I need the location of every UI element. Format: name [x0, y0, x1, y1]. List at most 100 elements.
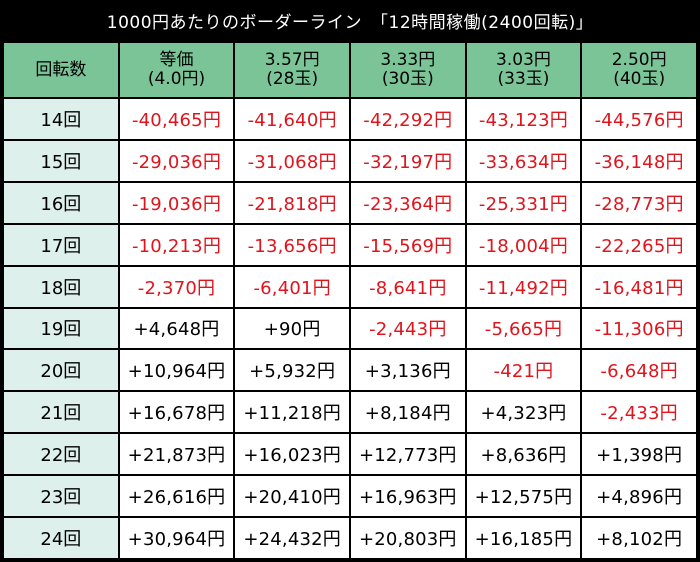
- row-spin-count-label: 20回: [2, 350, 120, 393]
- loss-value-cell: -10,213円: [119, 224, 236, 267]
- row-spin-count-label: 21回: [2, 392, 120, 435]
- header-rate-col-2-line2: (28玉): [266, 69, 319, 89]
- row-spin-count-label: 15回: [2, 140, 120, 183]
- header-rate-col-3-line1: 3.33円: [380, 50, 436, 70]
- header-rate-col-4: 3.03円 (33玉): [466, 41, 583, 99]
- loss-value-cell: -2,443円: [350, 308, 467, 351]
- loss-value-cell: -40,465円: [119, 99, 236, 141]
- loss-value-cell: -25,331円: [466, 182, 583, 225]
- table-row: 21回 +16,678円 +11,218円 +8,184円 +4,323円 -2,433円: [2, 392, 698, 435]
- profit-value-cell: +21,873円: [119, 434, 236, 477]
- loss-value-cell: -42,292円: [350, 99, 467, 141]
- profit-value-cell: +4,323円: [466, 392, 583, 435]
- border-line-table: 回転数 等価 (4.0円) 3.57円 (28玉) 3.33円 (30玉) 3.…: [2, 41, 698, 560]
- header-spin-count-label: 回転数: [35, 59, 87, 80]
- loss-value-cell: -13,656円: [235, 224, 351, 267]
- profit-value-cell: +16,185円: [466, 518, 583, 560]
- table-body: 14回 -40,465円 -41,640円 -42,292円 -43,123円 -44,5…: [2, 99, 698, 560]
- row-spin-count-label: 23回: [2, 476, 120, 519]
- loss-value-cell: -19,036円: [119, 182, 236, 225]
- row-spin-count-label: 24回: [2, 518, 120, 560]
- profit-value-cell: +3,136円: [350, 350, 467, 393]
- header-rate-col-5-line2: (40玉): [613, 69, 666, 89]
- table-row: 19回 +4,648円 +90円 -2,443円 -5,665円 -11,306円: [2, 308, 698, 351]
- loss-value-cell: -44,576円: [582, 99, 698, 141]
- loss-value-cell: -21,818円: [235, 182, 351, 225]
- table-row: 23回 +26,616円 +20,410円 +16,963円 +12,575円 +4,89…: [2, 476, 698, 519]
- header-rate-col-1: 等価 (4.0円): [119, 41, 236, 99]
- profit-value-cell: +5,932円: [235, 350, 351, 393]
- table-header: 回転数 等価 (4.0円) 3.57円 (28玉) 3.33円 (30玉) 3.…: [2, 41, 698, 99]
- profit-value-cell: +8,636円: [466, 434, 583, 477]
- loss-value-cell: -421円: [466, 350, 583, 393]
- table-row: 22回 +21,873円 +16,023円 +12,773円 +8,636円 +1,398…: [2, 434, 698, 477]
- loss-value-cell: -33,634円: [466, 140, 583, 183]
- loss-value-cell: -28,773円: [582, 182, 698, 225]
- table-row: 15回 -29,036円 -31,068円 -32,197円 -33,634円 -36,1…: [2, 140, 698, 183]
- profit-value-cell: +4,896円: [582, 476, 698, 519]
- profit-value-cell: +16,023円: [235, 434, 351, 477]
- loss-value-cell: -43,123円: [466, 99, 583, 141]
- table-row: 16回 -19,036円 -21,818円 -23,364円 -25,331円 -28,7…: [2, 182, 698, 225]
- row-spin-count-label: 18回: [2, 266, 120, 309]
- profit-value-cell: +20,410円: [235, 476, 351, 519]
- profit-value-cell: +90円: [235, 308, 351, 351]
- profit-value-cell: +4,648円: [119, 308, 236, 351]
- profit-value-cell: +16,678円: [119, 392, 236, 435]
- table-row: 17回 -10,213円 -13,656円 -15,569円 -18,004円 -22,2…: [2, 224, 698, 267]
- header-rate-col-1-line1: 等価: [159, 50, 194, 70]
- loss-value-cell: -6,648円: [582, 350, 698, 393]
- header-rate-col-5: 2.50円 (40玉): [582, 41, 698, 99]
- loss-value-cell: -15,569円: [350, 224, 467, 267]
- loss-value-cell: -22,265円: [582, 224, 698, 267]
- loss-value-cell: -18,004円: [466, 224, 583, 267]
- header-rate-col-5-line1: 2.50円: [611, 50, 667, 70]
- header-rate-col-2-line1: 3.57円: [264, 50, 320, 70]
- profit-value-cell: +11,218円: [235, 392, 351, 435]
- loss-value-cell: -36,148円: [582, 140, 698, 183]
- loss-value-cell: -2,370円: [119, 266, 236, 309]
- loss-value-cell: -29,036円: [119, 140, 236, 183]
- loss-value-cell: -16,481円: [582, 266, 698, 309]
- table-row: 18回 -2,370円 -6,401円 -8,641円 -11,492円 -16,481円: [2, 266, 698, 309]
- header-spin-count: 回転数: [2, 41, 120, 99]
- profit-value-cell: +10,964円: [119, 350, 236, 393]
- profit-value-cell: +16,963円: [350, 476, 467, 519]
- loss-value-cell: -11,492円: [466, 266, 583, 309]
- row-spin-count-label: 17回: [2, 224, 120, 267]
- table-row: 20回 +10,964円 +5,932円 +3,136円 -421円 -6,648円: [2, 350, 698, 393]
- loss-value-cell: -41,640円: [235, 99, 351, 141]
- profit-value-cell: +8,102円: [582, 518, 698, 560]
- loss-value-cell: -8,641円: [350, 266, 467, 309]
- row-spin-count-label: 22回: [2, 434, 120, 477]
- loss-value-cell: -6,401円: [235, 266, 351, 309]
- row-spin-count-label: 19回: [2, 308, 120, 351]
- profit-value-cell: +26,616円: [119, 476, 236, 519]
- loss-value-cell: -32,197円: [350, 140, 467, 183]
- row-spin-count-label: 14回: [2, 99, 120, 141]
- profit-value-cell: +24,432円: [235, 518, 351, 560]
- loss-value-cell: -31,068円: [235, 140, 351, 183]
- header-rate-col-3-line2: (30玉): [381, 69, 434, 89]
- loss-value-cell: -5,665円: [466, 308, 583, 351]
- loss-value-cell: -23,364円: [350, 182, 467, 225]
- row-spin-count-label: 16回: [2, 182, 120, 225]
- header-rate-col-2: 3.57円 (28玉): [235, 41, 351, 99]
- loss-value-cell: -11,306円: [582, 308, 698, 351]
- profit-value-cell: +8,184円: [350, 392, 467, 435]
- profit-value-cell: +1,398円: [582, 434, 698, 477]
- profit-value-cell: +20,803円: [350, 518, 467, 560]
- profit-value-cell: +12,773円: [350, 434, 467, 477]
- header-rate-col-4-line2: (33玉): [497, 69, 550, 89]
- table-row: 14回 -40,465円 -41,640円 -42,292円 -43,123円 -44,5…: [2, 99, 698, 141]
- header-rate-col-3: 3.33円 (30玉): [350, 41, 467, 99]
- profit-value-cell: +30,964円: [119, 518, 236, 560]
- profit-value-cell: +12,575円: [466, 476, 583, 519]
- table-row: 24回 +30,964円 +24,432円 +20,803円 +16,185円 +8,10…: [2, 518, 698, 560]
- loss-value-cell: -2,433円: [582, 392, 698, 435]
- header-rate-col-1-line2: (4.0円): [147, 69, 206, 89]
- header-rate-col-4-line1: 3.03円: [496, 50, 551, 70]
- header-row: 回転数 等価 (4.0円) 3.57円 (28玉) 3.33円 (30玉) 3.…: [2, 41, 698, 99]
- table-title: 1000円あたりのボーダーライン 「12時間稼働(2400回転)」: [106, 13, 594, 33]
